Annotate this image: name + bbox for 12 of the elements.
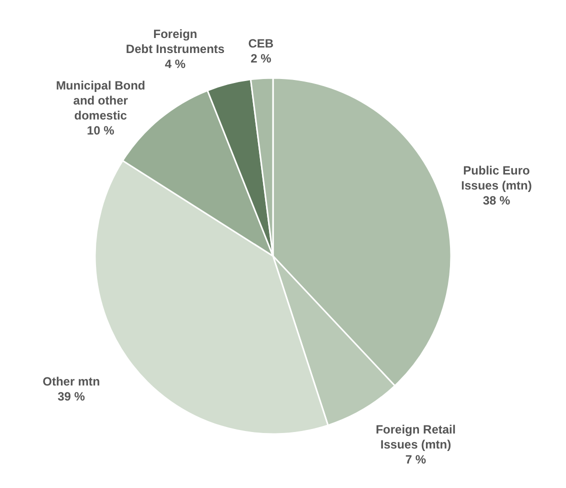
slice-label: CEB [248,36,274,50]
data-label: 10 % [86,124,115,138]
slice-label: Municipal Bond and other domestic [56,78,146,123]
slice-label: Foreign Retail Issues (mtn) [376,422,456,452]
data-label: 38 % [482,193,511,208]
data-label: 4 % [164,57,186,72]
data-label: 2 % [250,51,272,66]
slice-label: Other mtn [42,374,100,389]
slice-label: Foreign Debt Instruments [126,27,225,56]
slice-label: Public Euro Issues (mtn) [461,163,532,192]
data-label: 7 % [405,452,426,466]
data-label: 39 % [58,390,86,404]
